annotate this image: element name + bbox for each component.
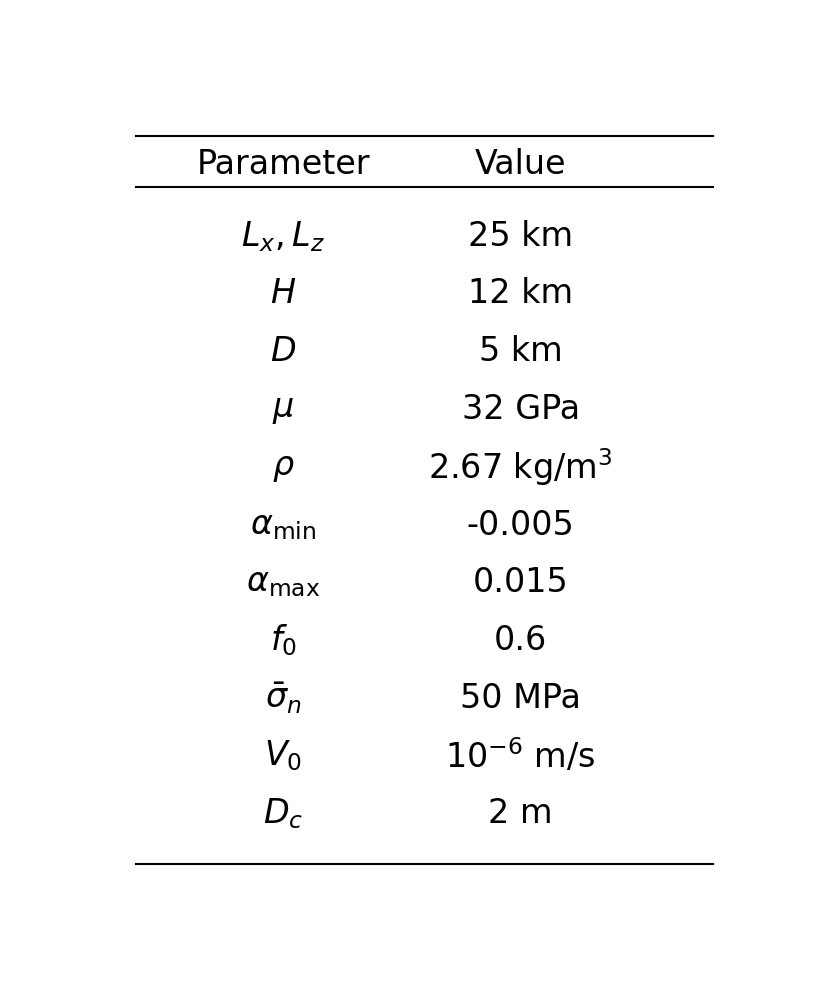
Text: 25 km: 25 km [467, 220, 572, 252]
Text: $\rho$: $\rho$ [271, 451, 294, 483]
Text: $D$: $D$ [270, 335, 296, 368]
Text: -0.005: -0.005 [466, 508, 574, 541]
Text: 50 MPa: 50 MPa [460, 681, 581, 714]
Text: Value: Value [474, 147, 566, 180]
Text: $\bar{\sigma}_n$: $\bar{\sigma}_n$ [265, 680, 301, 715]
Text: Parameter: Parameter [196, 147, 370, 180]
Text: $10^{-6}$ m/s: $10^{-6}$ m/s [445, 737, 595, 774]
Text: 12 km: 12 km [467, 277, 572, 311]
Text: $\alpha_\mathrm{min}$: $\alpha_\mathrm{min}$ [250, 508, 316, 541]
Text: 0.015: 0.015 [472, 566, 568, 599]
Text: $f_0$: $f_0$ [270, 622, 296, 658]
Text: $H$: $H$ [270, 277, 296, 311]
Text: 2 m: 2 m [488, 797, 552, 829]
Text: $L_x, L_z$: $L_x, L_z$ [241, 219, 325, 253]
Text: 2.67 kg/m$^3$: 2.67 kg/m$^3$ [428, 446, 612, 488]
Text: 0.6: 0.6 [494, 623, 547, 657]
Text: $\alpha_\mathrm{max}$: $\alpha_\mathrm{max}$ [246, 566, 320, 599]
Text: $D_c$: $D_c$ [263, 796, 303, 830]
Text: 5 km: 5 km [478, 335, 562, 368]
Text: $V_0$: $V_0$ [264, 738, 302, 773]
Text: $\mu$: $\mu$ [272, 392, 294, 426]
Text: 32 GPa: 32 GPa [461, 392, 579, 426]
